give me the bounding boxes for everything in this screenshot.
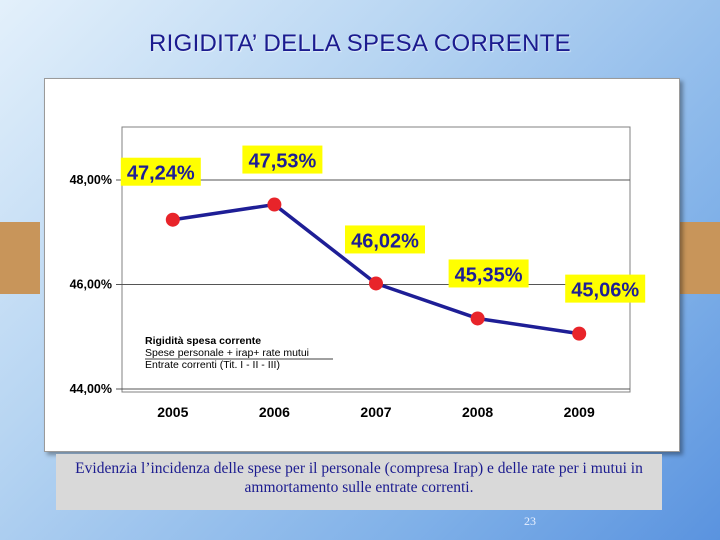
- data-point: [470, 311, 485, 326]
- data-label-box: [242, 145, 323, 174]
- y-tick-label: 44,00%: [70, 382, 112, 396]
- data-label-box: [448, 259, 529, 288]
- data-label: 46,02%: [351, 230, 419, 252]
- legend-text: Rigidità spesa corrente: [145, 335, 261, 347]
- data-label: 47,53%: [248, 151, 316, 173]
- y-tick-label: 48,00%: [70, 173, 112, 187]
- line-chart: 44,00% 46,00% 48,00% 2005 2006 2007 2008 2009 Ri…: [70, 126, 646, 420]
- data-point: [267, 197, 282, 212]
- y-tick-label: 46,00%: [70, 278, 112, 292]
- slide-caption: Evidenzia l’incidenza delle spese per il…: [56, 454, 662, 510]
- x-tick-label: 2006: [259, 404, 290, 420]
- right-side-tab: [680, 222, 720, 294]
- data-point: [572, 326, 587, 341]
- x-tick-label: 2005: [157, 404, 188, 420]
- legend-text: Entrate correnti (Tit. I - II - III): [145, 359, 280, 371]
- data-label-box: [565, 274, 646, 303]
- plot-area: [121, 126, 631, 393]
- data-label-box: [120, 157, 201, 186]
- x-tick-label: 2007: [360, 404, 391, 420]
- page-number: 23: [524, 514, 536, 528]
- data-label-box: [345, 225, 425, 254]
- x-tick-label: 2009: [564, 404, 595, 420]
- data-label: 45,35%: [455, 264, 523, 286]
- legend-text: Spese personale + irap+ rate mutui: [145, 347, 309, 359]
- x-tick-label: 2008: [462, 404, 493, 420]
- chart-frame: 44,00% 46,00% 48,00% 2005 2006 2007 2008 2009 Ri…: [44, 78, 680, 452]
- data-point: [165, 212, 180, 227]
- data-label: 45,06%: [571, 280, 639, 302]
- data-point: [369, 276, 383, 291]
- data-label: 47,24%: [127, 163, 195, 185]
- left-side-tab: [0, 222, 40, 294]
- slide-title: RIGIDITA’ DELLA SPESA CORRENTE: [149, 30, 571, 57]
